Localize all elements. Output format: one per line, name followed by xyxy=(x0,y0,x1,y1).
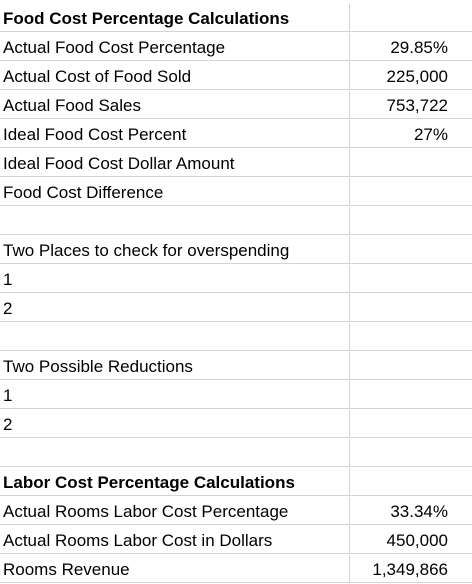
cell-label[interactable]: Two Places to check for overspending xyxy=(0,236,350,264)
cell-label[interactable]: 1 xyxy=(0,381,350,409)
cell-label[interactable]: 2 xyxy=(0,294,350,322)
sheet-row xyxy=(0,207,472,236)
cell-label[interactable]: Food Cost Percentage Calculations xyxy=(0,4,350,32)
sheet-row: 1 xyxy=(0,265,472,294)
cell-label[interactable]: 1 xyxy=(0,265,350,293)
sheet-row: Actual Rooms Labor Cost Percentage 33.34… xyxy=(0,497,472,526)
cell-value[interactable]: 753,722 xyxy=(350,91,472,119)
cell-label[interactable] xyxy=(0,207,350,235)
sheet-row: 1 xyxy=(0,381,472,410)
cell-label[interactable]: Labor Cost Percentage Calculations xyxy=(0,468,350,496)
cell-value[interactable]: 33.34% xyxy=(350,497,472,525)
cell-value[interactable] xyxy=(350,149,472,177)
sheet-row: Two Possible Reductions xyxy=(0,352,472,381)
cell-value[interactable] xyxy=(350,265,472,293)
sheet-row: Ideal Food Cost Dollar Amount xyxy=(0,149,472,178)
cell-value[interactable] xyxy=(350,4,472,32)
cell-label[interactable]: Actual Food Sales xyxy=(0,91,350,119)
sheet-row: Actual Food Cost Percentage 29.85% xyxy=(0,33,472,62)
cell-label[interactable] xyxy=(0,323,350,351)
cell-label[interactable]: Actual Rooms Labor Cost in Dollars xyxy=(0,526,350,554)
cell-value[interactable] xyxy=(350,323,472,351)
sheet-row: Food Cost Percentage Calculations xyxy=(0,4,472,33)
cell-value[interactable] xyxy=(350,236,472,264)
cell-value[interactable]: 450,000 xyxy=(350,526,472,554)
cell-label[interactable]: Actual Food Cost Percentage xyxy=(0,33,350,61)
cell-value[interactable]: 225,000 xyxy=(350,62,472,90)
sheet-row xyxy=(0,439,472,468)
cell-value[interactable] xyxy=(350,178,472,206)
cell-value[interactable] xyxy=(350,207,472,235)
sheet-row xyxy=(0,323,472,352)
cell-label[interactable] xyxy=(0,439,350,467)
cell-label[interactable]: Two Possible Reductions xyxy=(0,352,350,380)
cell-value[interactable] xyxy=(350,381,472,409)
cell-label[interactable]: Ideal Food Cost Dollar Amount xyxy=(0,149,350,177)
cell-value[interactable]: 1,349,866 xyxy=(350,555,472,583)
cell-label[interactable]: Actual Rooms Labor Cost Percentage xyxy=(0,497,350,525)
cell-label[interactable]: 2 xyxy=(0,410,350,438)
cell-value[interactable] xyxy=(350,410,472,438)
sheet-row: Labor Cost Percentage Calculations xyxy=(0,468,472,497)
cell-value[interactable]: 29.85% xyxy=(350,33,472,61)
cell-label[interactable]: Actual Cost of Food Sold xyxy=(0,62,350,90)
sheet-row: Ideal Food Cost Percent 27% xyxy=(0,120,472,149)
cell-value[interactable] xyxy=(350,468,472,496)
cell-value[interactable] xyxy=(350,439,472,467)
sheet-row: 2 xyxy=(0,410,472,439)
cell-label[interactable]: Ideal Food Cost Percent xyxy=(0,120,350,148)
cell-value[interactable]: 27% xyxy=(350,120,472,148)
cell-label[interactable]: Food Cost Difference xyxy=(0,178,350,206)
cell-value[interactable] xyxy=(350,294,472,322)
sheet-row: Food Cost Difference xyxy=(0,178,472,207)
sheet-row: 2 xyxy=(0,294,472,323)
sheet-row: Actual Food Sales 753,722 xyxy=(0,91,472,120)
sheet-row: Actual Rooms Labor Cost in Dollars 450,0… xyxy=(0,526,472,555)
sheet-row: Actual Cost of Food Sold 225,000 xyxy=(0,62,472,91)
sheet-row: Two Places to check for overspending xyxy=(0,236,472,265)
cell-label[interactable]: Rooms Revenue xyxy=(0,555,350,583)
cell-value[interactable] xyxy=(350,352,472,380)
